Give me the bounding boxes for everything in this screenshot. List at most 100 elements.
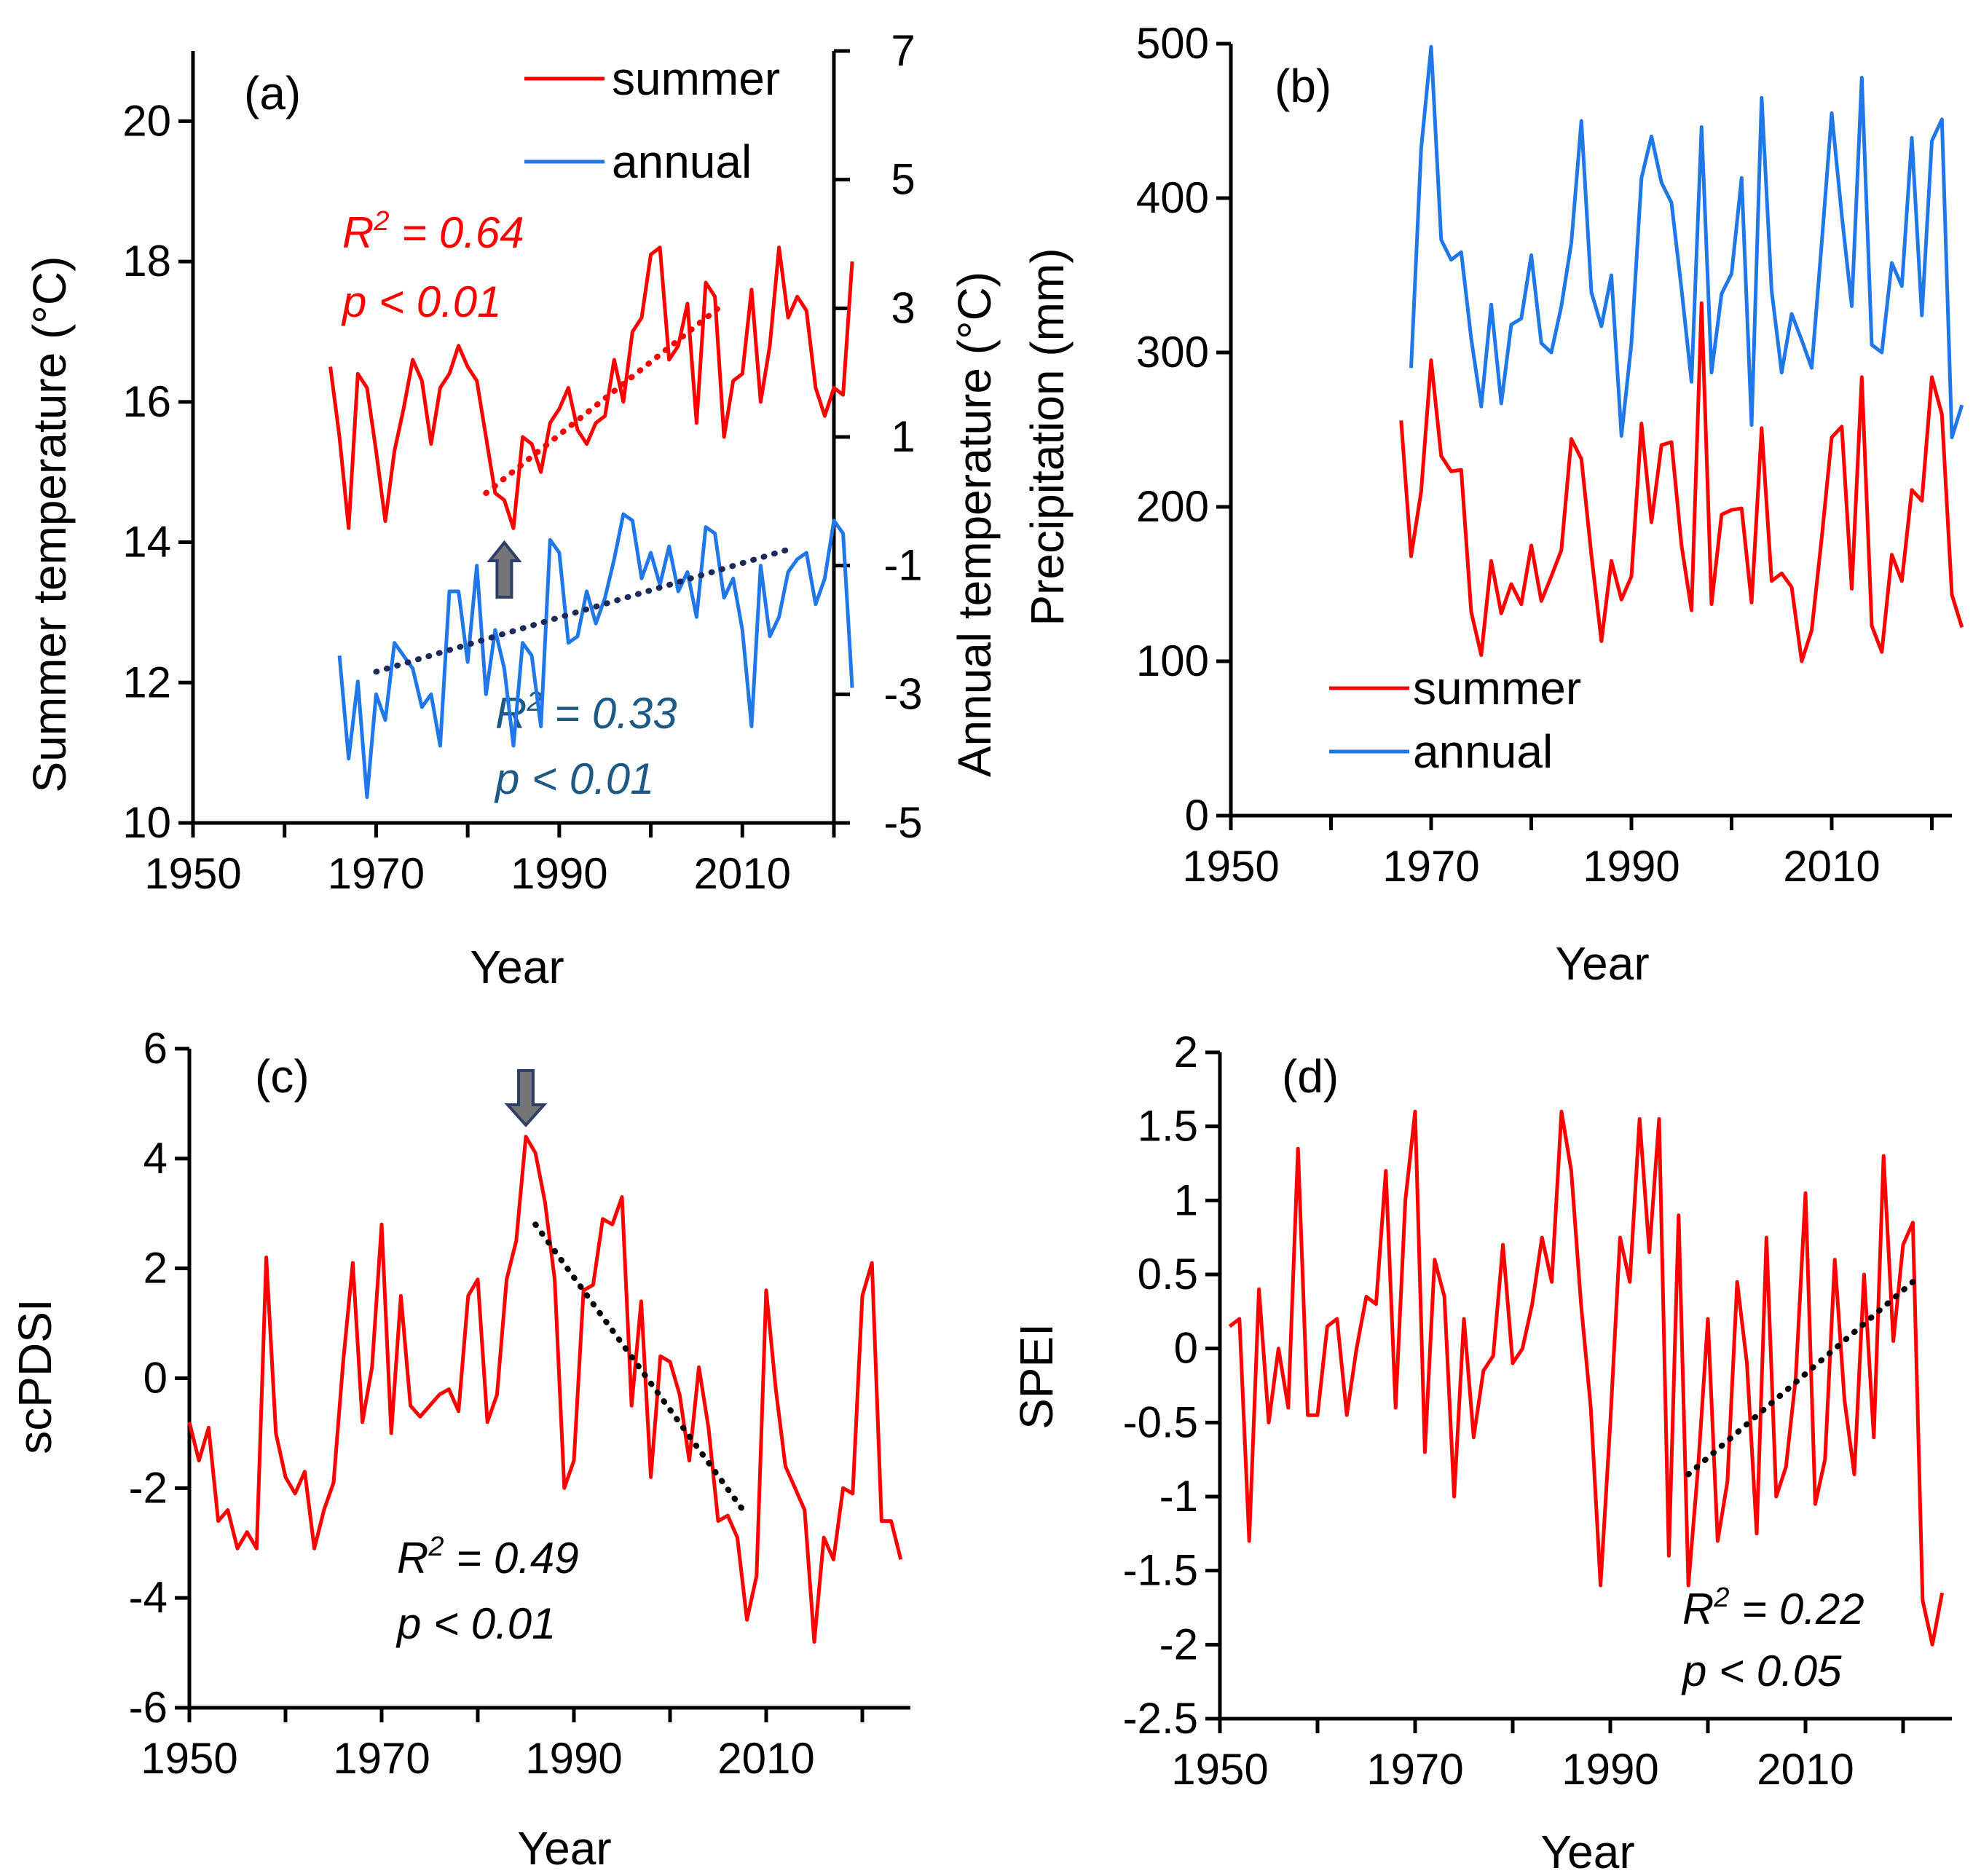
panel-a-legend: summer annual	[524, 52, 780, 188]
panel-a-x-axis-title: Year	[470, 941, 564, 993]
legend-label-summer: summer	[1413, 662, 1581, 714]
y-tick-label: 0	[1185, 791, 1209, 840]
series-line-annual	[1409, 44, 1964, 440]
y-tick-label: 200	[1136, 482, 1209, 531]
panel-c-x-axis-title: Year	[517, 1822, 611, 1875]
panel-c-scpdsi: (c) Year scPDSI R2 = 0.49 p < 0.01	[9, 1050, 612, 1875]
panel-d-spei: (d) Year SPEI R2 = 0.22 p < 0.05	[1010, 1050, 1864, 1876]
y-tick-label: 100	[1136, 636, 1209, 685]
x-tick-label: 2010	[1783, 842, 1880, 891]
x-tick-label: 1950	[1182, 842, 1279, 891]
panel-d-label: (d)	[1282, 1050, 1339, 1103]
x-tick-label: 2010	[1757, 1745, 1854, 1794]
panel-a-summer-annual-temperature: (a) Year Summer temperature (°C) Annual …	[23, 52, 1001, 993]
panel-d-x-axis-title: Year	[1540, 1826, 1634, 1876]
y-tick-label: 20	[122, 96, 171, 145]
series-line-annual	[337, 512, 854, 800]
y-tick-label: 2	[143, 1244, 168, 1293]
y-tick-label: -1	[1159, 1472, 1198, 1521]
panel-d-y-axis-title: SPEI	[1010, 1323, 1063, 1430]
x-tick-label: 1970	[328, 849, 425, 898]
x-tick-label: 1990	[511, 849, 607, 898]
panel-b-precipitation: (b) Year Precipitation (mm) summer annua…	[1021, 60, 1650, 990]
annual-p-value: p < 0.01	[494, 754, 655, 803]
scpdsi-r2-text: R2 = 0.49	[397, 1532, 579, 1583]
right-y-tick-label: -1	[883, 541, 922, 590]
summer-r2-value: 0.64	[439, 208, 524, 257]
panel-a-right-y-axis-title: Annual temperature (°C)	[948, 272, 1001, 777]
panel-b-x-axis-title: Year	[1555, 937, 1649, 990]
y-tick-label: 400	[1136, 173, 1209, 222]
panel-c-y-axis-title: scPDSI	[9, 1298, 61, 1454]
y-tick-label: -6	[129, 1683, 168, 1732]
y-tick-label: 1.5	[1138, 1102, 1198, 1151]
y-tick-label: 0	[1174, 1324, 1198, 1373]
panel-b-y-axis-title: Precipitation (mm)	[1021, 248, 1074, 626]
x-tick-label: 1990	[525, 1734, 622, 1783]
right-y-tick-label: -3	[883, 669, 922, 718]
y-tick-label: 18	[122, 237, 171, 285]
y-tick-label: -2	[129, 1463, 168, 1512]
panel-d-plot: -2.5 -2 -1.5 -1 -0.5 0 0.5 1 1.5 2 1950 1970 1990 201…	[1123, 1028, 1952, 1794]
right-y-tick-label: 7	[891, 26, 915, 75]
panel-b-plot: 0 100 200 300 400 500 1950 1970 1990 2010	[1136, 19, 1964, 891]
annual-r2-text: R2 = 0.33	[495, 687, 677, 738]
y-tick-label: 2	[1174, 1028, 1198, 1076]
panel-a-annual-stats: R2 = 0.33 p < 0.01	[494, 687, 677, 803]
legend-label-annual: annual	[612, 135, 752, 188]
right-y-tick-label: 1	[891, 412, 915, 461]
summer-r2-text: R2 = 0.64	[342, 206, 524, 257]
scpdsi-r2-value: 0.49	[494, 1534, 579, 1583]
summer-p-value: p < 0.01	[341, 277, 502, 326]
y-tick-label: 14	[122, 518, 171, 567]
spei-r2-value: 0.22	[1779, 1585, 1864, 1633]
x-tick-label: 1950	[1171, 1745, 1268, 1794]
trend-line-summer	[483, 300, 728, 497]
y-tick-label: 12	[122, 658, 171, 706]
panel-a-y-axis-title: Summer temperature (°C)	[23, 256, 76, 793]
y-tick-label: 300	[1136, 328, 1209, 377]
trend-line-annual	[373, 546, 792, 675]
panel-b-legend: summer annual	[1329, 662, 1581, 778]
panel-c-plot: -6 -4 -2 0 2 4 6 1950 1970 1990 2010	[129, 1024, 910, 1783]
panel-c-label: (c)	[255, 1050, 310, 1103]
x-tick-label: 1970	[1366, 1745, 1463, 1794]
y-tick-label: 500	[1136, 19, 1209, 68]
right-y-tick-label: -5	[883, 798, 922, 847]
arrow-up-icon	[487, 540, 522, 599]
y-tick-label: -0.5	[1123, 1398, 1198, 1446]
x-tick-label: 1990	[1562, 1745, 1658, 1794]
series-line-summer	[1399, 301, 1964, 663]
legend-label-summer: summer	[612, 52, 780, 105]
scpdsi-p-value: p < 0.01	[395, 1599, 556, 1648]
right-y-tick-label: 5	[891, 155, 915, 204]
y-tick-label: 0	[143, 1354, 168, 1403]
trend-line-scpdsi	[532, 1221, 750, 1519]
panel-b-label: (b)	[1275, 60, 1331, 112]
spei-r2-text: R2 = 0.22	[1682, 1583, 1864, 1633]
x-tick-label: 2010	[694, 849, 791, 898]
y-tick-label: 6	[143, 1024, 168, 1073]
legend-label-annual: annual	[1413, 725, 1553, 778]
x-tick-label: 1950	[144, 849, 241, 898]
x-tick-label: 1970	[333, 1734, 430, 1783]
series-line-scpdsi	[187, 1135, 903, 1644]
y-tick-label: -1.5	[1123, 1546, 1198, 1595]
panel-a-plot: 10 12 14 16 18 20 1950 1970 1990 2010 -5 -3 -1 1 3 5 7	[122, 26, 922, 898]
y-tick-label: 16	[122, 377, 171, 426]
y-tick-label: 1	[1174, 1175, 1198, 1224]
right-y-tick-label: 3	[891, 283, 915, 332]
panel-d-stats: R2 = 0.22 p < 0.05	[1681, 1583, 1864, 1695]
series-line-spei	[1228, 1109, 1945, 1647]
x-tick-label: 1970	[1382, 842, 1479, 891]
y-tick-label: 4	[143, 1134, 168, 1183]
panel-a-label: (a)	[244, 67, 301, 119]
y-tick-label: -2.5	[1123, 1694, 1198, 1743]
spei-p-value: p < 0.05	[1681, 1647, 1842, 1695]
y-tick-label: 0.5	[1138, 1250, 1198, 1298]
x-tick-label: 1990	[1583, 842, 1679, 891]
x-tick-label: 2010	[717, 1734, 814, 1783]
annual-r2-value: 0.33	[592, 689, 677, 738]
